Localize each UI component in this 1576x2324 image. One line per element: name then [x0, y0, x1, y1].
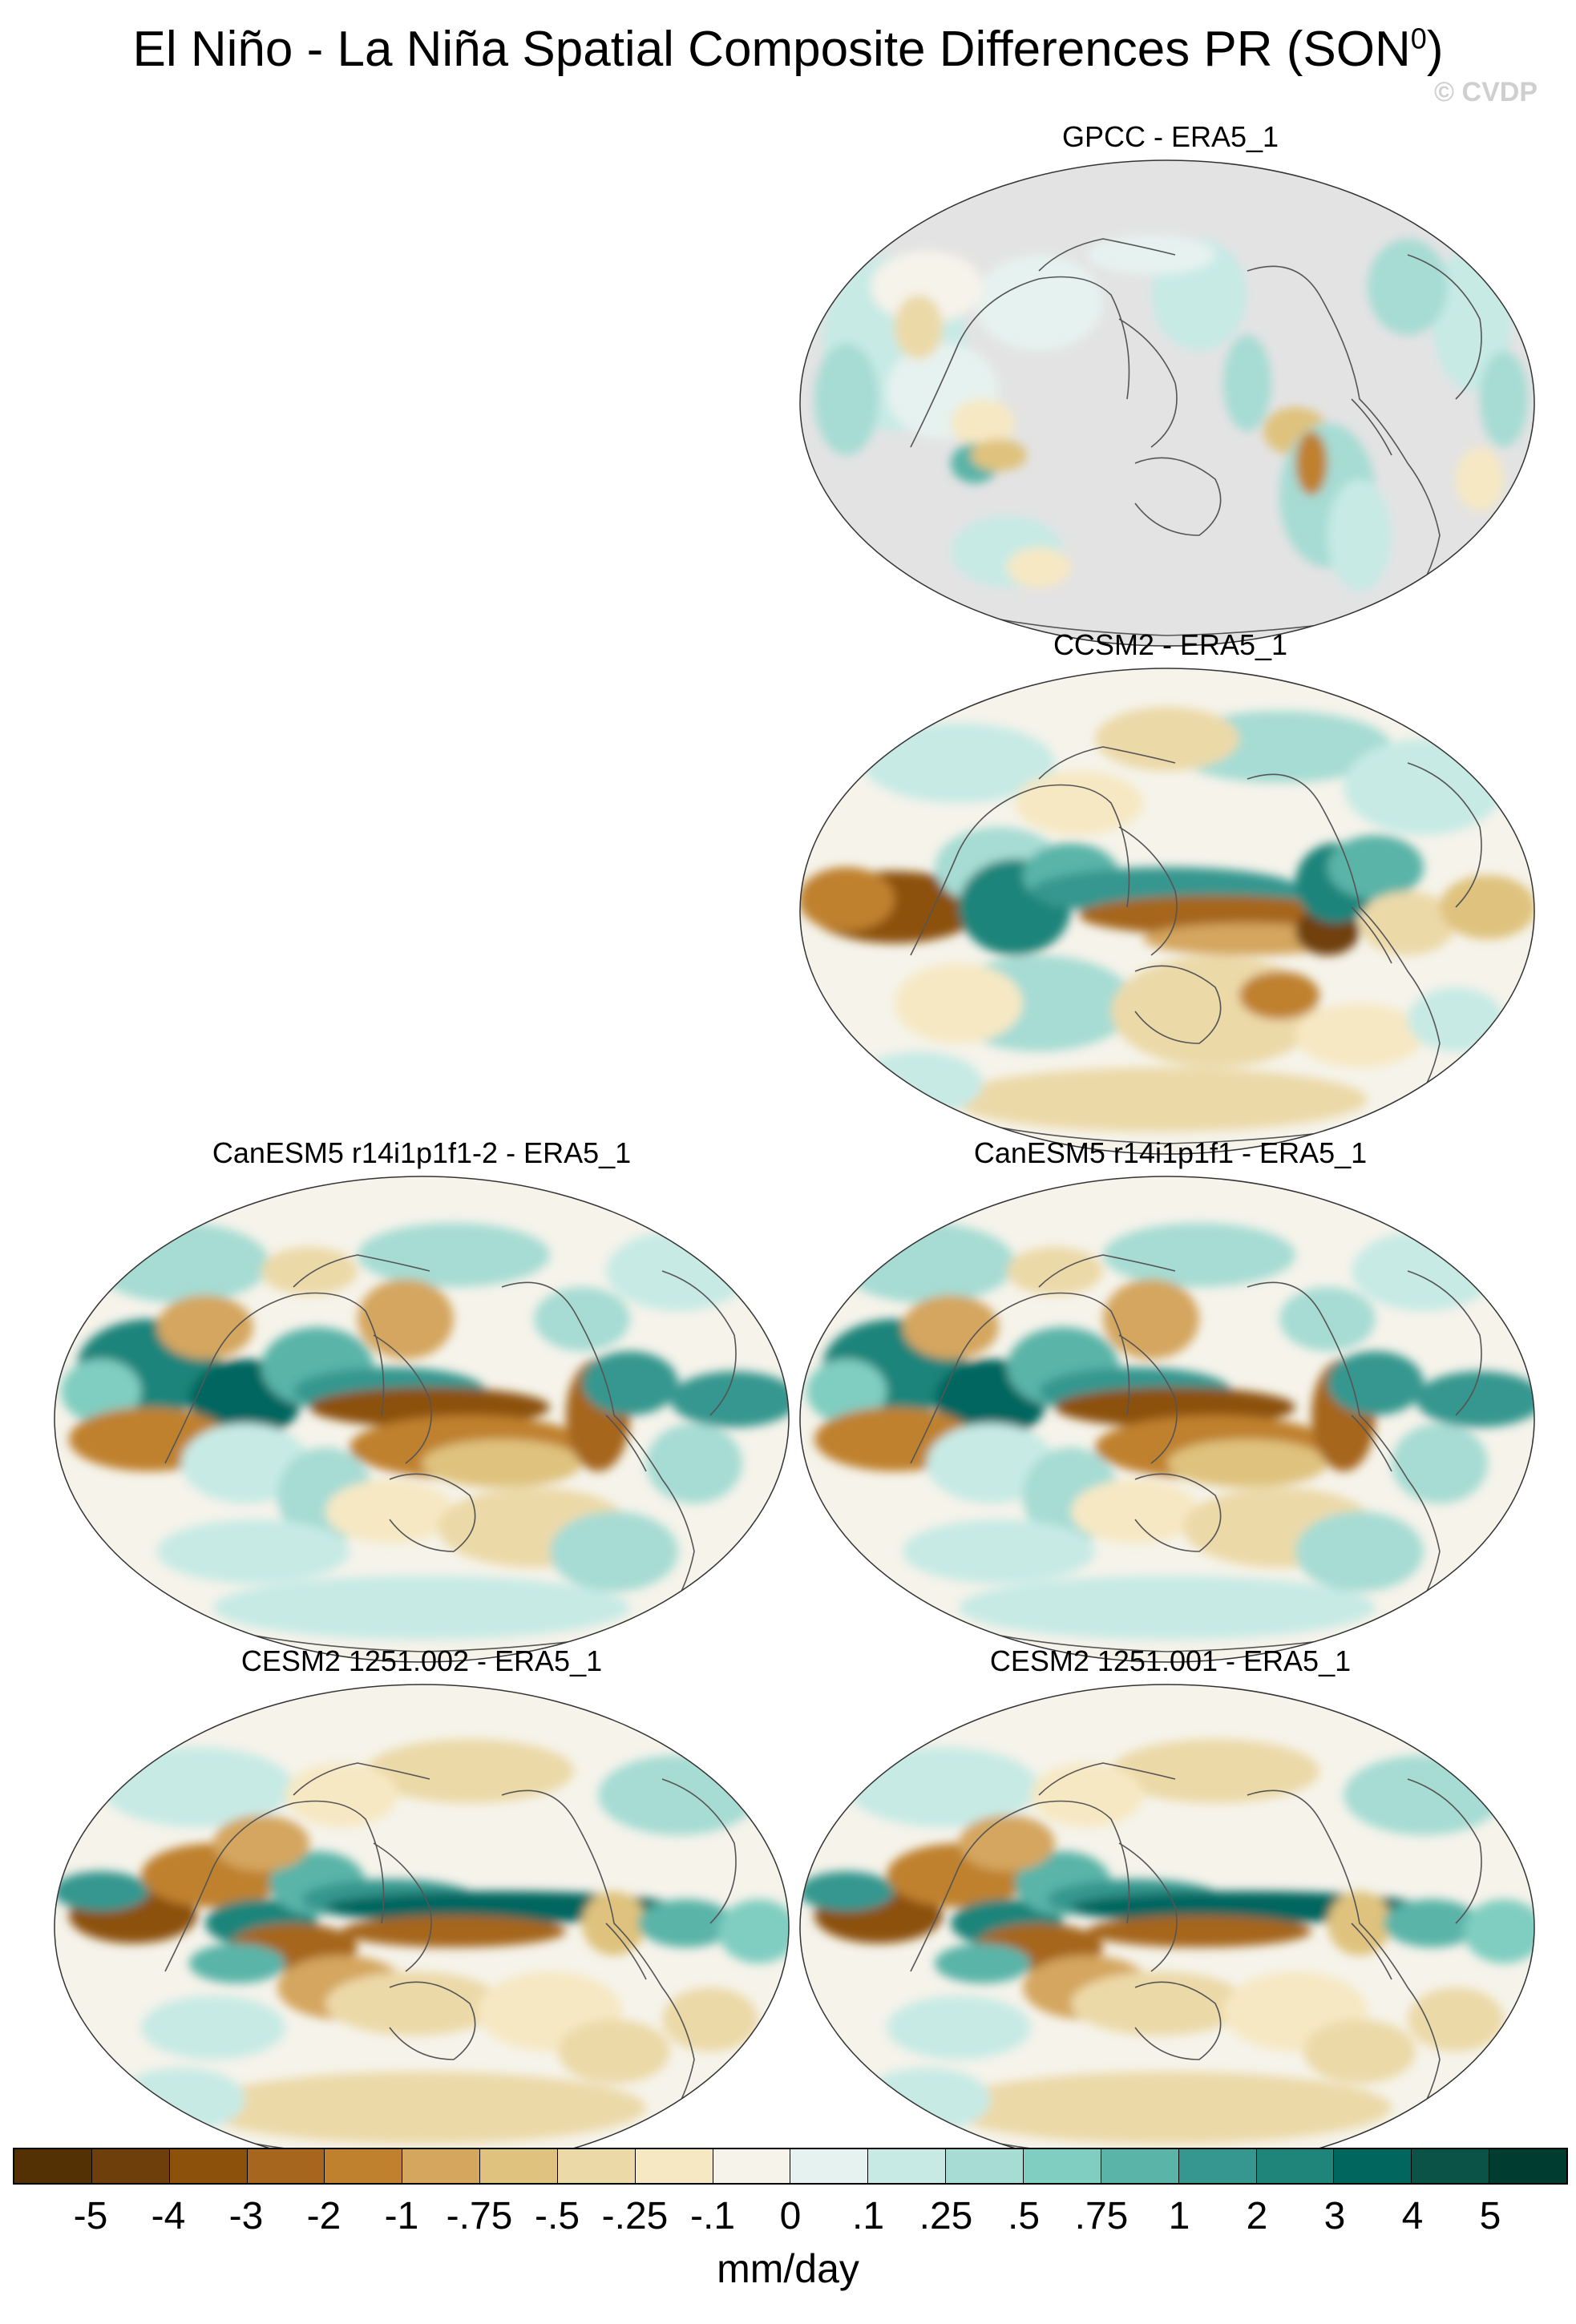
colorbar-tick-label: 5	[1479, 2195, 1501, 2237]
colorbar-swatch	[1256, 2149, 1335, 2183]
colorbar-tick-label: -.5	[534, 2195, 580, 2237]
map-ccsm2	[798, 667, 1536, 1156]
colorbar-swatch	[1412, 2149, 1490, 2183]
colorbar-swatch	[946, 2149, 1024, 2183]
map-gpcc	[798, 159, 1536, 648]
colorbar-swatch	[868, 2149, 947, 2183]
colorbar-swatch	[480, 2149, 558, 2183]
watermark-text: © CVDP	[1434, 77, 1538, 107]
colorbar-tick-label: -2	[306, 2195, 341, 2237]
colorbar-tick-label: -3	[228, 2195, 264, 2237]
colorbar-swatch	[1334, 2149, 1412, 2183]
colorbar-swatch	[91, 2149, 170, 2183]
colorbar-tick-label: -.75	[446, 2195, 513, 2237]
panel-title-cesm2-002: CESM2 1251.002 - ERA5_1	[240, 1644, 603, 1677]
colorbar-tick-label: 2	[1246, 2195, 1268, 2237]
colorbar-swatch	[402, 2149, 481, 2183]
colorbar-tick-label: 3	[1323, 2195, 1346, 2237]
colorbar-swatch	[1178, 2149, 1257, 2183]
map-canesm5-r14-2	[53, 1175, 790, 1664]
panel-title-canesm5-r14-2: CanESM5 r14i1p1f1-2 - ERA5_1	[212, 1136, 632, 1169]
colorbar-swatch	[1023, 2149, 1101, 2183]
colorbar-swatch	[635, 2149, 713, 2183]
map-canesm5-r14	[798, 1175, 1536, 1664]
colorbar-tick-label: .75	[1074, 2195, 1129, 2237]
colorbar-swatch	[713, 2149, 791, 2183]
colorbar-swatch	[1489, 2149, 1566, 2183]
colorbar-tick-label: 1	[1168, 2195, 1190, 2237]
colorbar-tick-label: -1	[384, 2195, 419, 2237]
colorbar-tick-label: -5	[73, 2195, 108, 2237]
panel-title-cesm2-001: CESM2 1251.001 - ERA5_1	[989, 1644, 1352, 1677]
colorbar-tick-label: .1	[851, 2195, 885, 2237]
panel-title-canesm5-r14: CanESM5 r14i1p1f1 - ERA5_1	[973, 1136, 1368, 1169]
colorbar-swatch	[790, 2149, 869, 2183]
colorbar-tick-label: .5	[1007, 2195, 1041, 2237]
colorbar-tick-label: -.25	[601, 2195, 669, 2237]
colorbar-tick-label: 0	[779, 2195, 802, 2237]
map-cesm2-001	[798, 1683, 1536, 2172]
colorbar	[13, 2148, 1568, 2185]
colorbar-swatch	[169, 2149, 248, 2183]
colorbar-swatch	[247, 2149, 325, 2183]
figure-title: El Niño - La Niña Spatial Composite Diff…	[132, 22, 1444, 77]
panel-title-gpcc: GPCC - ERA5_1	[1061, 120, 1279, 153]
colorbar-tick-label: 4	[1401, 2195, 1424, 2237]
colorbar-swatch	[557, 2149, 636, 2183]
colorbar-units: mm/day	[717, 2246, 859, 2291]
colorbar-tick-label: -.1	[689, 2195, 736, 2237]
map-cesm2-002	[53, 1683, 790, 2172]
colorbar-tick-label: .25	[919, 2195, 973, 2237]
colorbar-swatch	[14, 2149, 92, 2183]
colorbar-swatch	[325, 2149, 403, 2183]
colorbar-ticks: -5 -4 -3 -2 -1 -.75 -.5 -.25 -.1 0 .1 .25 .5 .75 1 2 3 4 5	[13, 2194, 1568, 2242]
panel-title-ccsm2: CCSM2 - ERA5_1	[1053, 628, 1288, 661]
colorbar-swatch	[1101, 2149, 1179, 2183]
colorbar-tick-label: -4	[151, 2195, 186, 2237]
